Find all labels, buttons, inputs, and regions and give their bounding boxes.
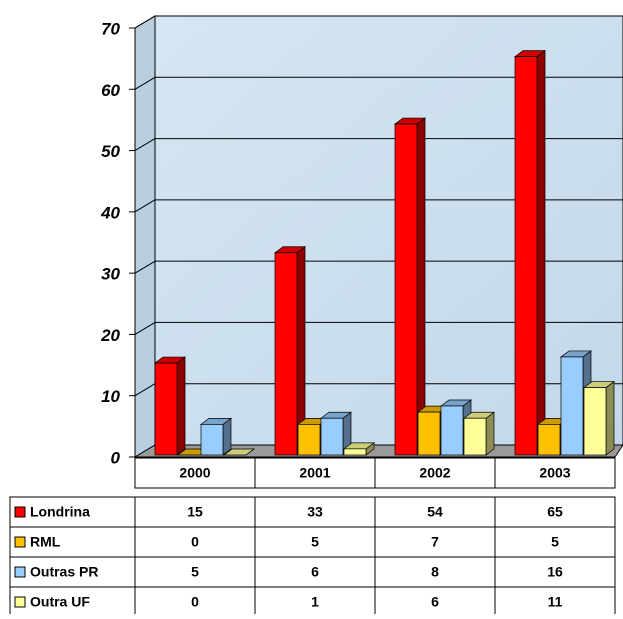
table-value: 5 bbox=[191, 564, 199, 580]
y-tick-label: 10 bbox=[101, 387, 120, 406]
back-wall bbox=[154, 15, 623, 446]
bar bbox=[560, 356, 584, 456]
bar-side bbox=[536, 49, 546, 456]
table-value: 16 bbox=[547, 564, 563, 580]
table-cell bbox=[374, 556, 496, 588]
floor bbox=[133, 444, 623, 458]
table-cell bbox=[374, 586, 496, 618]
table-cell bbox=[134, 526, 256, 558]
bar bbox=[297, 424, 321, 456]
table-value: 0 bbox=[191, 594, 199, 610]
y-tick-label: 20 bbox=[100, 326, 120, 345]
bar bbox=[514, 56, 538, 456]
bar bbox=[463, 417, 487, 456]
table-value: 54 bbox=[427, 504, 443, 520]
legend-label: Outras PR bbox=[30, 564, 98, 580]
x-tick-label: 2002 bbox=[419, 465, 450, 481]
bar bbox=[583, 387, 607, 456]
bar bbox=[537, 424, 561, 456]
table-cell bbox=[494, 496, 616, 528]
bar bbox=[394, 123, 418, 456]
y-tick-label: 30 bbox=[101, 265, 120, 284]
grid-line bbox=[134, 76, 156, 90]
table-cell bbox=[374, 496, 496, 528]
table-value: 5 bbox=[311, 534, 319, 550]
grid-line bbox=[134, 199, 156, 213]
bar-side bbox=[485, 411, 495, 456]
table-cell bbox=[134, 457, 256, 489]
side-wall bbox=[134, 15, 156, 458]
table-value: 1 bbox=[311, 594, 319, 610]
bar bbox=[274, 252, 298, 456]
x-tick-label: 2003 bbox=[539, 465, 570, 481]
table-value: 11 bbox=[548, 594, 563, 610]
y-tick-label: 60 bbox=[101, 81, 120, 100]
y-tick-label: 70 bbox=[101, 19, 120, 38]
x-tick-label: 2001 bbox=[299, 465, 330, 481]
table-cell bbox=[9, 526, 136, 558]
bar bbox=[440, 405, 464, 456]
table-value: 6 bbox=[431, 594, 439, 610]
table-value: 6 bbox=[311, 564, 319, 580]
bar bbox=[343, 448, 367, 456]
table-cell bbox=[9, 556, 136, 588]
table-value: 65 bbox=[547, 504, 563, 520]
table-cell bbox=[494, 457, 616, 489]
table-cell bbox=[494, 556, 616, 588]
legend-swatch bbox=[14, 566, 26, 578]
table-cell bbox=[254, 457, 376, 489]
table-value: 5 bbox=[551, 534, 559, 550]
table-cell bbox=[9, 496, 136, 528]
table-value: 15 bbox=[187, 504, 203, 520]
grid-line bbox=[134, 383, 156, 397]
table-value: 8 bbox=[431, 564, 439, 580]
bar bbox=[154, 362, 178, 456]
legend-label: Outra UF bbox=[30, 594, 90, 610]
table-cell bbox=[254, 556, 376, 588]
y-tick-label: 50 bbox=[101, 142, 120, 161]
table-value: 33 bbox=[307, 504, 323, 520]
legend-label: RML bbox=[30, 534, 61, 550]
bar bbox=[320, 417, 344, 456]
grid-line bbox=[134, 138, 156, 152]
legend-label: Londrina bbox=[30, 504, 90, 520]
bar bbox=[417, 411, 441, 456]
bar-side bbox=[605, 380, 615, 456]
table-cell bbox=[494, 586, 616, 618]
table-cell bbox=[134, 586, 256, 618]
legend-swatch bbox=[14, 506, 26, 518]
bar-top bbox=[222, 448, 256, 456]
grid-line bbox=[134, 15, 156, 29]
grid-line bbox=[134, 260, 156, 274]
table-cell bbox=[374, 457, 496, 489]
grid-line bbox=[134, 321, 156, 335]
bar-side bbox=[176, 356, 186, 456]
y-tick-label: 40 bbox=[100, 203, 120, 222]
bar-side bbox=[416, 117, 426, 456]
x-tick-label: 2000 bbox=[179, 465, 210, 481]
table-value: 7 bbox=[431, 534, 439, 550]
y-tick-label: 0 bbox=[111, 448, 121, 467]
table-value: 0 bbox=[191, 534, 199, 550]
bar bbox=[200, 424, 224, 456]
legend-swatch bbox=[14, 596, 26, 608]
legend-swatch bbox=[14, 536, 26, 548]
